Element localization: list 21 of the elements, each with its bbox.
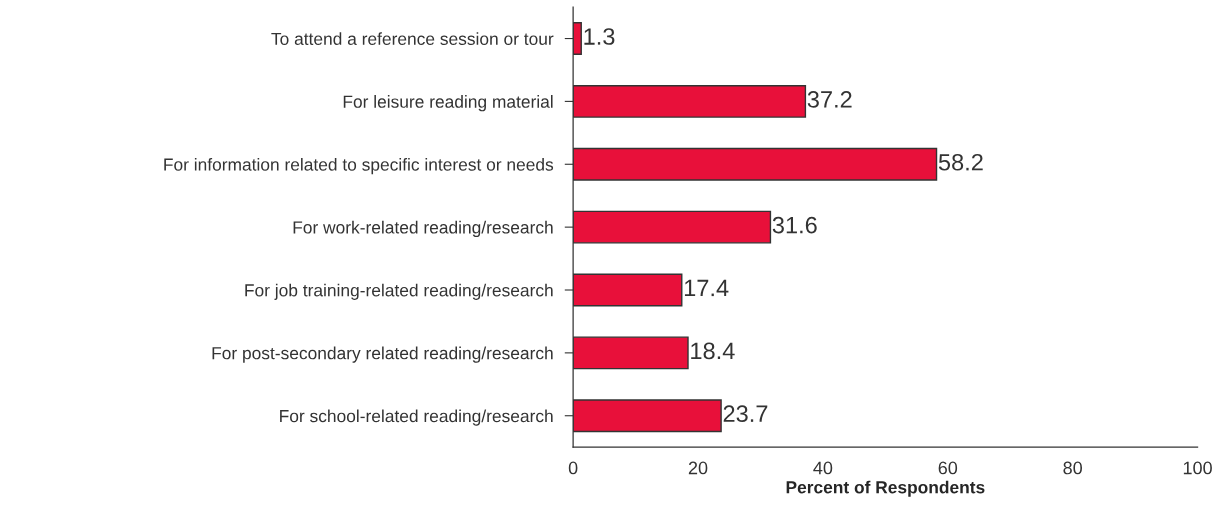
data-label: 23.7 [723, 405, 768, 423]
x-tick-label: 0 [568, 461, 578, 475]
data-label: 17.4 [684, 279, 729, 297]
x-tick-label: 80 [1063, 461, 1083, 475]
data-label: 1.3 [584, 28, 615, 45]
y-tick-label: To attend a reference session or tour [271, 32, 554, 45]
x-tick-label: 100 [1183, 461, 1212, 475]
data-label: 37.2 [807, 91, 852, 108]
y-tick-label: For job training-related reading/research [245, 283, 553, 300]
y-tick-label: For school-related reading/research [280, 409, 553, 426]
y-tick-label: For work-related reading/research [293, 220, 553, 238]
y-tick-label: For post-secondary related reading/research [212, 346, 553, 363]
data-label: 58.2 [938, 153, 983, 171]
x-tick-label: 20 [688, 461, 708, 475]
y-tick-label: For information related to specific interest or needs [164, 157, 554, 175]
y-tick-label: For leisure reading material [343, 95, 553, 112]
data-label: 18.4 [691, 342, 735, 360]
data-label: 31.6 [772, 216, 817, 234]
x-tick-label: 40 [813, 461, 833, 475]
x-tick-label: 60 [938, 461, 958, 475]
x-axis-title: Percent of Respondents [786, 480, 985, 497]
